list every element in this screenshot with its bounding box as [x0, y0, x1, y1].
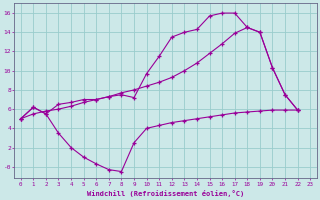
X-axis label: Windchill (Refroidissement éolien,°C): Windchill (Refroidissement éolien,°C) [87, 190, 244, 197]
